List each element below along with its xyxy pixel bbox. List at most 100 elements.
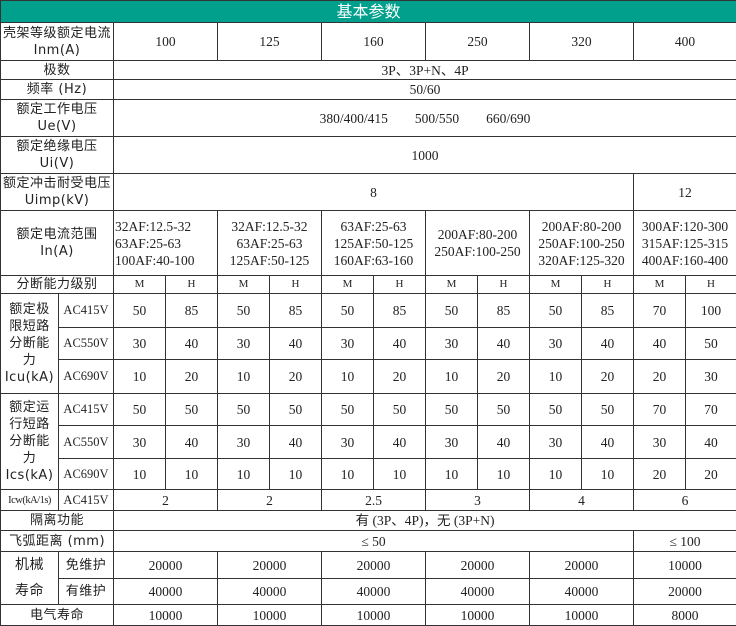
ics-value: 30 (634, 426, 686, 459)
impulse-voltage-value: 12 (634, 174, 736, 211)
title-row: 基本参数 (1, 1, 736, 23)
icw-value: 2 (218, 490, 322, 511)
cell-line: 320AF:125-320 (530, 252, 633, 269)
frame-current-value: 100 (114, 23, 218, 61)
icu-value: 85 (582, 294, 634, 328)
ics-value: 40 (166, 426, 218, 459)
icw-value: 2 (114, 490, 218, 511)
icu-value: 50 (530, 294, 582, 328)
ics-value: 10 (478, 459, 530, 490)
mechanical-life-value: 40000 (322, 579, 426, 605)
mechanical-life-label: 机械寿命 (1, 552, 59, 605)
mechanical-life-value: 40000 (530, 579, 634, 605)
ics-label: 额定运行短路分断能力 Ics(kA) (1, 394, 59, 490)
ics-value: 50 (374, 394, 426, 426)
maintenance-type: 免维护 (59, 552, 114, 579)
icu-value: 20 (374, 360, 426, 394)
icu-value: 30 (426, 328, 478, 360)
icu-value: 20 (166, 360, 218, 394)
icu-value: 20 (270, 360, 322, 394)
cell-line: 100AF:40-100 (115, 252, 217, 269)
voltage-label: AC690V (59, 459, 114, 490)
icu-value: 85 (166, 294, 218, 328)
breaking-level-value: M (426, 276, 478, 294)
voltage-label: AC415V (59, 490, 114, 511)
arc-distance-value: ≤ 50 (114, 531, 634, 552)
icu-value: 50 (114, 294, 166, 328)
mechanical-life-value: 20000 (322, 552, 426, 579)
electrical-life-value: 8000 (634, 605, 736, 626)
ics-value: 40 (270, 426, 322, 459)
maintenance-type: 有维护 (59, 579, 114, 605)
icu-label: 额定极限短路分断能力 Icu(kA) (1, 294, 59, 394)
icu-value: 20 (634, 360, 686, 394)
mechanical-life-value: 40000 (426, 579, 530, 605)
icw-value: 6 (634, 490, 736, 511)
breaking-level-value: M (322, 276, 374, 294)
ics-value: 10 (426, 459, 478, 490)
frequency-value: 50/60 (114, 80, 736, 100)
icu-value: 20 (478, 360, 530, 394)
ics-value: 70 (634, 394, 686, 426)
voltage-label: AC690V (59, 360, 114, 394)
icw-value: 4 (530, 490, 634, 511)
icu-value: 70 (634, 294, 686, 328)
isolation-value: 有 (3P、4P)，无 (3P+N) (114, 511, 736, 531)
row-label: 分断能力级别 (1, 276, 114, 294)
voltage-label: AC415V (59, 394, 114, 426)
row-label: Icw(kA/1s) (1, 490, 59, 511)
mechanical-life-value: 20000 (530, 552, 634, 579)
ics-value: 50 (322, 394, 374, 426)
icu-value: 10 (218, 360, 270, 394)
breaking-level-value: H (686, 276, 736, 294)
icu-value: 50 (322, 294, 374, 328)
insulation-voltage-row: 额定绝缘电压 Ui(V)1000 (1, 137, 736, 174)
frame-current-value: 160 (322, 23, 426, 61)
impulse-voltage-value: 8 (114, 174, 634, 211)
ics-value: 50 (530, 394, 582, 426)
mechanical-life-value: 20000 (114, 552, 218, 579)
icu-value: 85 (478, 294, 530, 328)
cell-line: 63AF:25-63 (218, 235, 321, 252)
voltage-label: AC415V (59, 294, 114, 328)
icu-value: 50 (686, 328, 736, 360)
ics-value: 10 (166, 459, 218, 490)
ics-value: 40 (686, 426, 736, 459)
arc-distance-value: ≤ 100 (634, 531, 736, 552)
row-label: 额定冲击耐受电压 Uimp(kV) (1, 174, 114, 211)
icu-value: 30 (218, 328, 270, 360)
cell-line: 300AF:120-300 (634, 218, 736, 235)
voltage-label: AC550V (59, 426, 114, 459)
frequency-row: 频率 (Hz)50/60 (1, 80, 736, 100)
cell-line: 400AF:160-400 (634, 252, 736, 269)
row-label: 极数 (1, 61, 114, 80)
row-label: 隔离功能 (1, 511, 114, 531)
icu-value: 40 (166, 328, 218, 360)
icu-value: 50 (218, 294, 270, 328)
isolation-row: 隔离功能有 (3P、4P)，无 (3P+N) (1, 511, 736, 531)
ics-value: 10 (114, 459, 166, 490)
mechanical-life-value: 10000 (634, 552, 736, 579)
table-title: 基本参数 (1, 1, 736, 23)
row-label: 壳架等级额定电流 Inm(A) (1, 23, 114, 61)
cell-line: 125AF:50-125 (322, 235, 425, 252)
mechanical-life-value: 20000 (218, 552, 322, 579)
electrical-life-value: 10000 (218, 605, 322, 626)
ics-value: 30 (114, 426, 166, 459)
icu-value: 40 (634, 328, 686, 360)
icu-value: 20 (582, 360, 634, 394)
frame-current-value: 250 (426, 23, 530, 61)
row-label: 额定绝缘电压 Ui(V) (1, 137, 114, 174)
